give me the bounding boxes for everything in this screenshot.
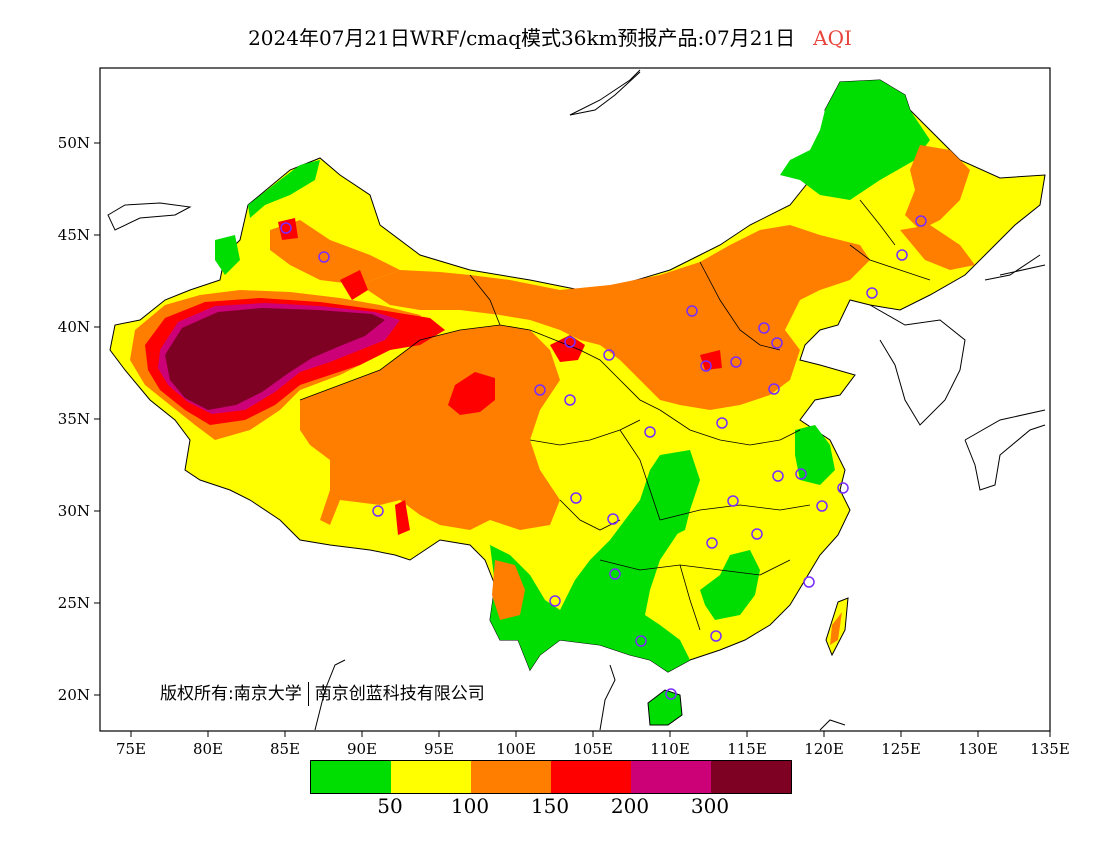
lat-label-45n: 45N	[57, 226, 90, 244]
xinjiang-north-orange	[270, 220, 400, 285]
copyright-prefix: 版权所有:南京大学	[160, 684, 302, 704]
station-marker	[727, 495, 739, 507]
northeast-good	[780, 80, 930, 200]
inner-mongolia-red	[340, 270, 368, 300]
copyright-separator	[307, 682, 309, 706]
southwest-good	[490, 450, 700, 672]
legend-swatch-very-unhealthy	[631, 761, 711, 793]
station-marker	[570, 492, 582, 504]
legend-label-150: 150	[530, 794, 570, 818]
lat-label-30n: 30N	[57, 502, 90, 520]
station-marker	[771, 337, 783, 349]
lon-label-110e: 110E	[650, 740, 690, 758]
latitude-ticks	[94, 142, 100, 696]
station-marker	[706, 537, 718, 549]
station-marker	[716, 417, 728, 429]
china-outline-moderate	[109, 79, 1046, 673]
title-text: 2024年07月21日WRF/cmaq模式36km预报产品:07月21日	[248, 26, 796, 50]
lat-label-20n: 20N	[57, 686, 90, 704]
tibet-red	[395, 500, 410, 535]
lat-label-50n: 50N	[57, 134, 90, 152]
xinjiang-west-good	[215, 235, 240, 275]
tibet-orange	[300, 325, 560, 530]
lon-label-75e: 75E	[115, 740, 147, 758]
lon-label-105e: 105E	[573, 740, 613, 758]
station-marker	[635, 635, 647, 647]
tarim-hazardous	[165, 308, 385, 410]
station-marker	[609, 568, 621, 580]
station-marker	[795, 468, 807, 480]
province-borders	[299, 199, 931, 631]
legend-swatch-hazardous	[711, 761, 791, 793]
station-marker	[372, 505, 384, 517]
lon-label-130e: 130E	[958, 740, 998, 758]
station-marker	[280, 222, 292, 234]
lon-label-115e: 115E	[727, 740, 767, 758]
legend-label-50: 50	[377, 794, 403, 818]
lon-label-135e: 135E	[1030, 740, 1070, 758]
station-marker	[607, 513, 619, 525]
station-marker	[896, 249, 908, 261]
lon-label-95e: 95E	[423, 740, 455, 758]
station-marker	[751, 528, 763, 540]
legend-label-100: 100	[450, 794, 490, 818]
station-marker	[768, 383, 780, 395]
station-marker	[758, 322, 770, 334]
lon-label-80e: 80E	[192, 740, 224, 758]
hebei-red	[700, 350, 722, 370]
legend-swatch-sensitive	[471, 761, 551, 793]
station-marker	[549, 595, 561, 607]
northeast-orange	[905, 145, 970, 230]
station-marker	[644, 426, 656, 438]
yunnan-orange	[492, 560, 525, 620]
lon-label-90e: 90E	[346, 740, 378, 758]
station-marker	[866, 287, 878, 299]
station-marker	[564, 336, 576, 348]
longitude-ticks	[130, 731, 1051, 737]
station-marker	[915, 215, 927, 227]
station-marker	[603, 349, 615, 361]
lon-label-85e: 85E	[269, 740, 301, 758]
xinjiang-north-good	[248, 160, 320, 218]
map-title: 2024年07月21日WRF/cmaq模式36km预报产品:07月21日 AQI	[0, 22, 1100, 51]
station-marker	[700, 360, 712, 372]
station-marker	[665, 688, 677, 700]
coastlines	[107, 69, 1046, 731]
station-marker	[534, 384, 546, 396]
copyright-suffix: 南京创蓝科技有限公司	[314, 684, 485, 704]
copyright-notice: 版权所有:南京大学 南京创蓝科技有限公司	[160, 679, 485, 706]
lon-label-125e: 125E	[881, 740, 921, 758]
lat-label-35n: 35N	[57, 410, 90, 428]
legend-swatch-unhealthy	[551, 761, 631, 793]
legend-label-200: 200	[610, 794, 650, 818]
station-marker	[318, 251, 330, 263]
legend-swatch-moderate	[391, 761, 471, 793]
station-marker	[564, 394, 576, 406]
station-marker	[816, 500, 828, 512]
station-marker	[772, 470, 784, 482]
station-marker	[803, 576, 815, 588]
south-good	[700, 550, 760, 620]
lat-label-25n: 25N	[57, 594, 90, 612]
station-marker	[686, 305, 698, 317]
legend-swatch-good	[311, 761, 391, 793]
lat-label-40n: 40N	[57, 318, 90, 336]
legend-label-300: 300	[690, 794, 730, 818]
aqi-fill-layers	[109, 79, 1046, 726]
station-marker	[837, 482, 849, 494]
variable-label: AQI	[813, 26, 852, 50]
taiwan-orange	[830, 612, 842, 645]
lon-label-120e: 120E	[804, 740, 844, 758]
station-marker	[710, 630, 722, 642]
station-marker	[730, 356, 742, 368]
qinghai-red	[448, 372, 495, 415]
lon-label-100e: 100E	[496, 740, 536, 758]
north-orange	[360, 225, 870, 410]
map-frame	[99, 67, 1051, 732]
station-markers	[280, 215, 927, 700]
aqi-legend-bar	[310, 760, 792, 794]
ne-south-orange	[900, 225, 975, 270]
